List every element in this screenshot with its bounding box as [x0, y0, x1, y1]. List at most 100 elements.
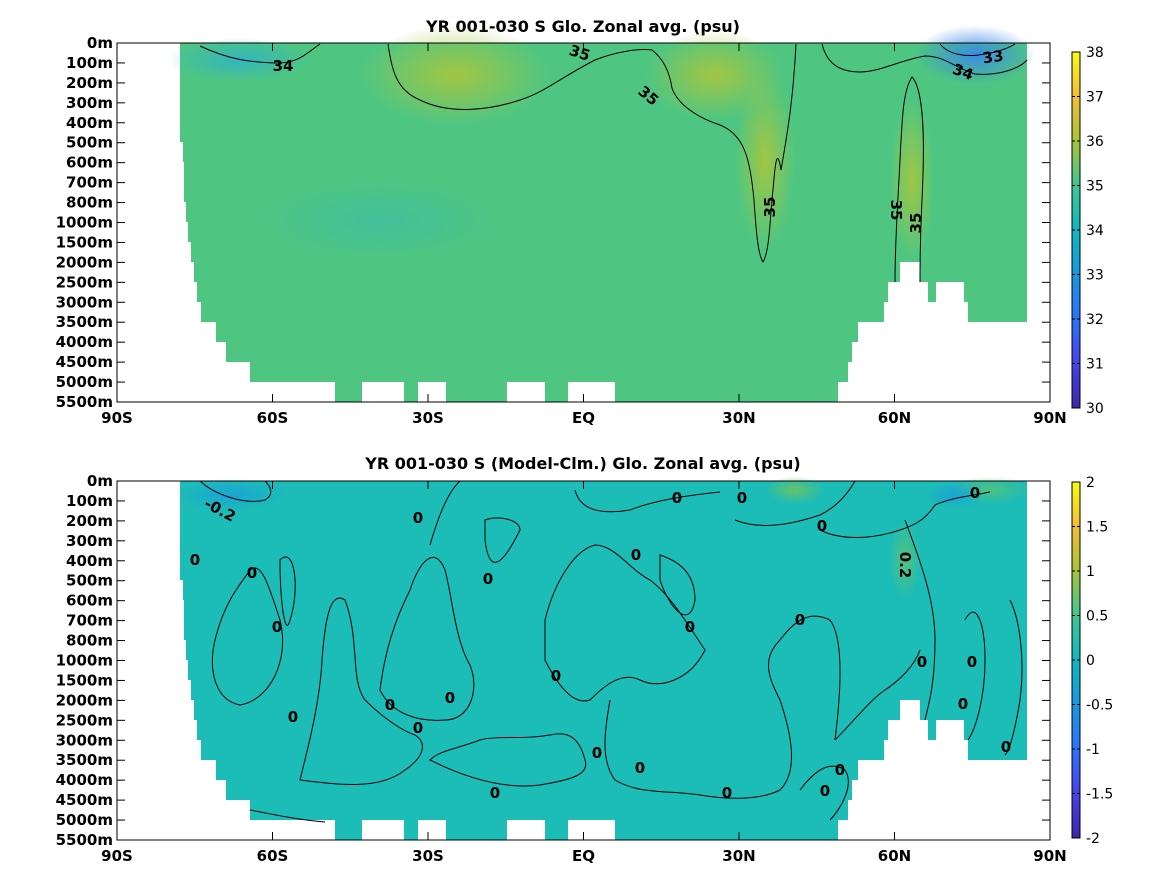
colorbar-label: -1.5 [1086, 787, 1113, 803]
x-tick-label: 30N [722, 847, 755, 865]
contour-label: 0 [592, 744, 602, 762]
contour-label: 0 [445, 689, 455, 707]
contour-label: 35 [567, 41, 592, 65]
contour-0 [544, 544, 706, 702]
panel-1-title: YR 001-030 S Glo. Zonal avg. (psu) [425, 17, 740, 36]
y-tick-label: 0m [87, 472, 113, 490]
colorbar-label: 30 [1086, 401, 1104, 417]
contour-label: 0 [958, 695, 968, 713]
y-tick-label: 400m [66, 114, 113, 132]
contour-label: 35 [761, 197, 779, 218]
contour-label: 0 [835, 761, 845, 779]
y-tick-label: 600m [66, 592, 113, 610]
y-tick-label: 5000m [56, 811, 113, 829]
contour-34-north [821, 43, 1028, 75]
colorbar-label: -1 [1086, 742, 1100, 758]
contour-0 [429, 733, 587, 787]
colorbar-label: 2 [1086, 475, 1095, 491]
contour-label: 0 [672, 489, 682, 507]
colorbar-label: 0 [1086, 653, 1095, 669]
x-tick-label: 30S [412, 847, 444, 865]
y-tick-label: 200m [66, 512, 113, 530]
panel-1-y-axis: 0m 100m 200m 300m 400m 500m 600m 700m 800m 1000m1… [56, 34, 1050, 411]
contour-0 [484, 517, 521, 563]
panel-1-x-axis: 90S 60S 30S EQ 30N 60N 90N [101, 43, 1067, 427]
mediterranean-outflow [735, 70, 795, 250]
colorbar-label: 0.5 [1086, 609, 1108, 625]
panel-1-colorbar-ticks: 38 37 36 35 34 33 32 31 30 [1072, 45, 1104, 417]
y-tick-label: 300m [66, 532, 113, 550]
y-tick-label: 200m [66, 74, 113, 92]
contour-label: 34 [273, 57, 294, 75]
y-tick-label: 500m [66, 572, 113, 590]
x-tick-label: 30N [722, 409, 755, 427]
contour-label: 0 [817, 517, 827, 535]
salinity-field [180, 43, 1027, 402]
y-tick-label: 400m [66, 552, 113, 570]
y-tick-label: 1000m [56, 214, 113, 232]
y-tick-label: 100m [66, 54, 113, 72]
colorbar-label: 32 [1086, 312, 1104, 328]
positive-anomaly-north [765, 476, 825, 504]
contour-label: 0 [631, 546, 641, 564]
contour-35-south [387, 43, 797, 263]
panel-2-title: YR 001-030 S (Model-Clm.) Glo. Zonal avg… [364, 454, 801, 473]
y-tick-label: 100m [66, 492, 113, 510]
contour-label: 0 [190, 551, 200, 569]
contour-0 [604, 615, 841, 799]
contour-0 [279, 556, 296, 626]
contour-0 [734, 480, 856, 526]
contour-label: 0 [722, 784, 732, 802]
contour-label: 0 [635, 759, 645, 777]
contour-35-north-loop [894, 76, 924, 283]
x-tick-label: 60N [878, 847, 911, 865]
x-tick-label: 60S [257, 847, 289, 865]
panel-2-field [175, 476, 1030, 840]
contour-0 [199, 480, 272, 502]
negative-anomaly-arctic [925, 481, 985, 509]
contour-0 [799, 765, 849, 821]
subtropical-max-south [360, 25, 550, 125]
contour-0 [249, 809, 326, 823]
negative-anomaly-south [175, 479, 285, 511]
contour-label: 35 [907, 213, 925, 234]
y-tick-label: 1000m [56, 652, 113, 670]
contour-label: 35 [887, 200, 905, 221]
contour-label: 0 [490, 784, 500, 802]
x-tick-label: 90N [1033, 409, 1066, 427]
panel-2-contours [199, 480, 1023, 823]
contour-label: 0 [967, 653, 977, 671]
y-tick-label: 600m [66, 154, 113, 172]
contour-0 [429, 480, 461, 546]
panel-1-contours [199, 43, 1028, 283]
y-tick-label: 2000m [56, 253, 113, 271]
y-tick-label: 700m [66, 174, 113, 192]
contour-label: 0 [970, 484, 980, 502]
y-tick-label: 3000m [56, 293, 113, 311]
contour-label: 0.2 [896, 552, 914, 579]
y-tick-label: 800m [66, 632, 113, 650]
y-tick-label: 4500m [56, 353, 113, 371]
colorbar-label: 1.5 [1086, 520, 1108, 536]
contour-0 [964, 611, 986, 741]
contour-label: 0 [413, 509, 423, 527]
y-tick-label: 2000m [56, 691, 113, 709]
colorbar-label: 1 [1086, 564, 1095, 580]
contour-label: 0 [917, 653, 927, 671]
contour-label: 0 [551, 667, 561, 685]
x-tick-label: EQ [572, 847, 595, 865]
y-tick-label: 2500m [56, 711, 113, 729]
panel-1-field [170, 25, 1035, 402]
colorbar-label: 31 [1086, 357, 1104, 373]
colorbar-label: 34 [1086, 223, 1104, 239]
colorbar-label: 35 [1086, 179, 1104, 195]
panel-2-y-axis: 0m 100m 200m 300m 400m 500m 600m 700m 800m 1000m1… [56, 472, 1050, 849]
contour-label: 0 [1001, 738, 1011, 756]
y-tick-label: 300m [66, 94, 113, 112]
x-tick-label: 60N [878, 409, 911, 427]
contour-label: 0 [288, 708, 298, 726]
y-tick-label: 0m [87, 34, 113, 52]
y-tick-label: 4000m [56, 771, 113, 789]
panel-2-colorbar-ticks: 2 1.5 1 0.5 0 -0.5 -1 -1.5 -2 [1072, 475, 1113, 847]
